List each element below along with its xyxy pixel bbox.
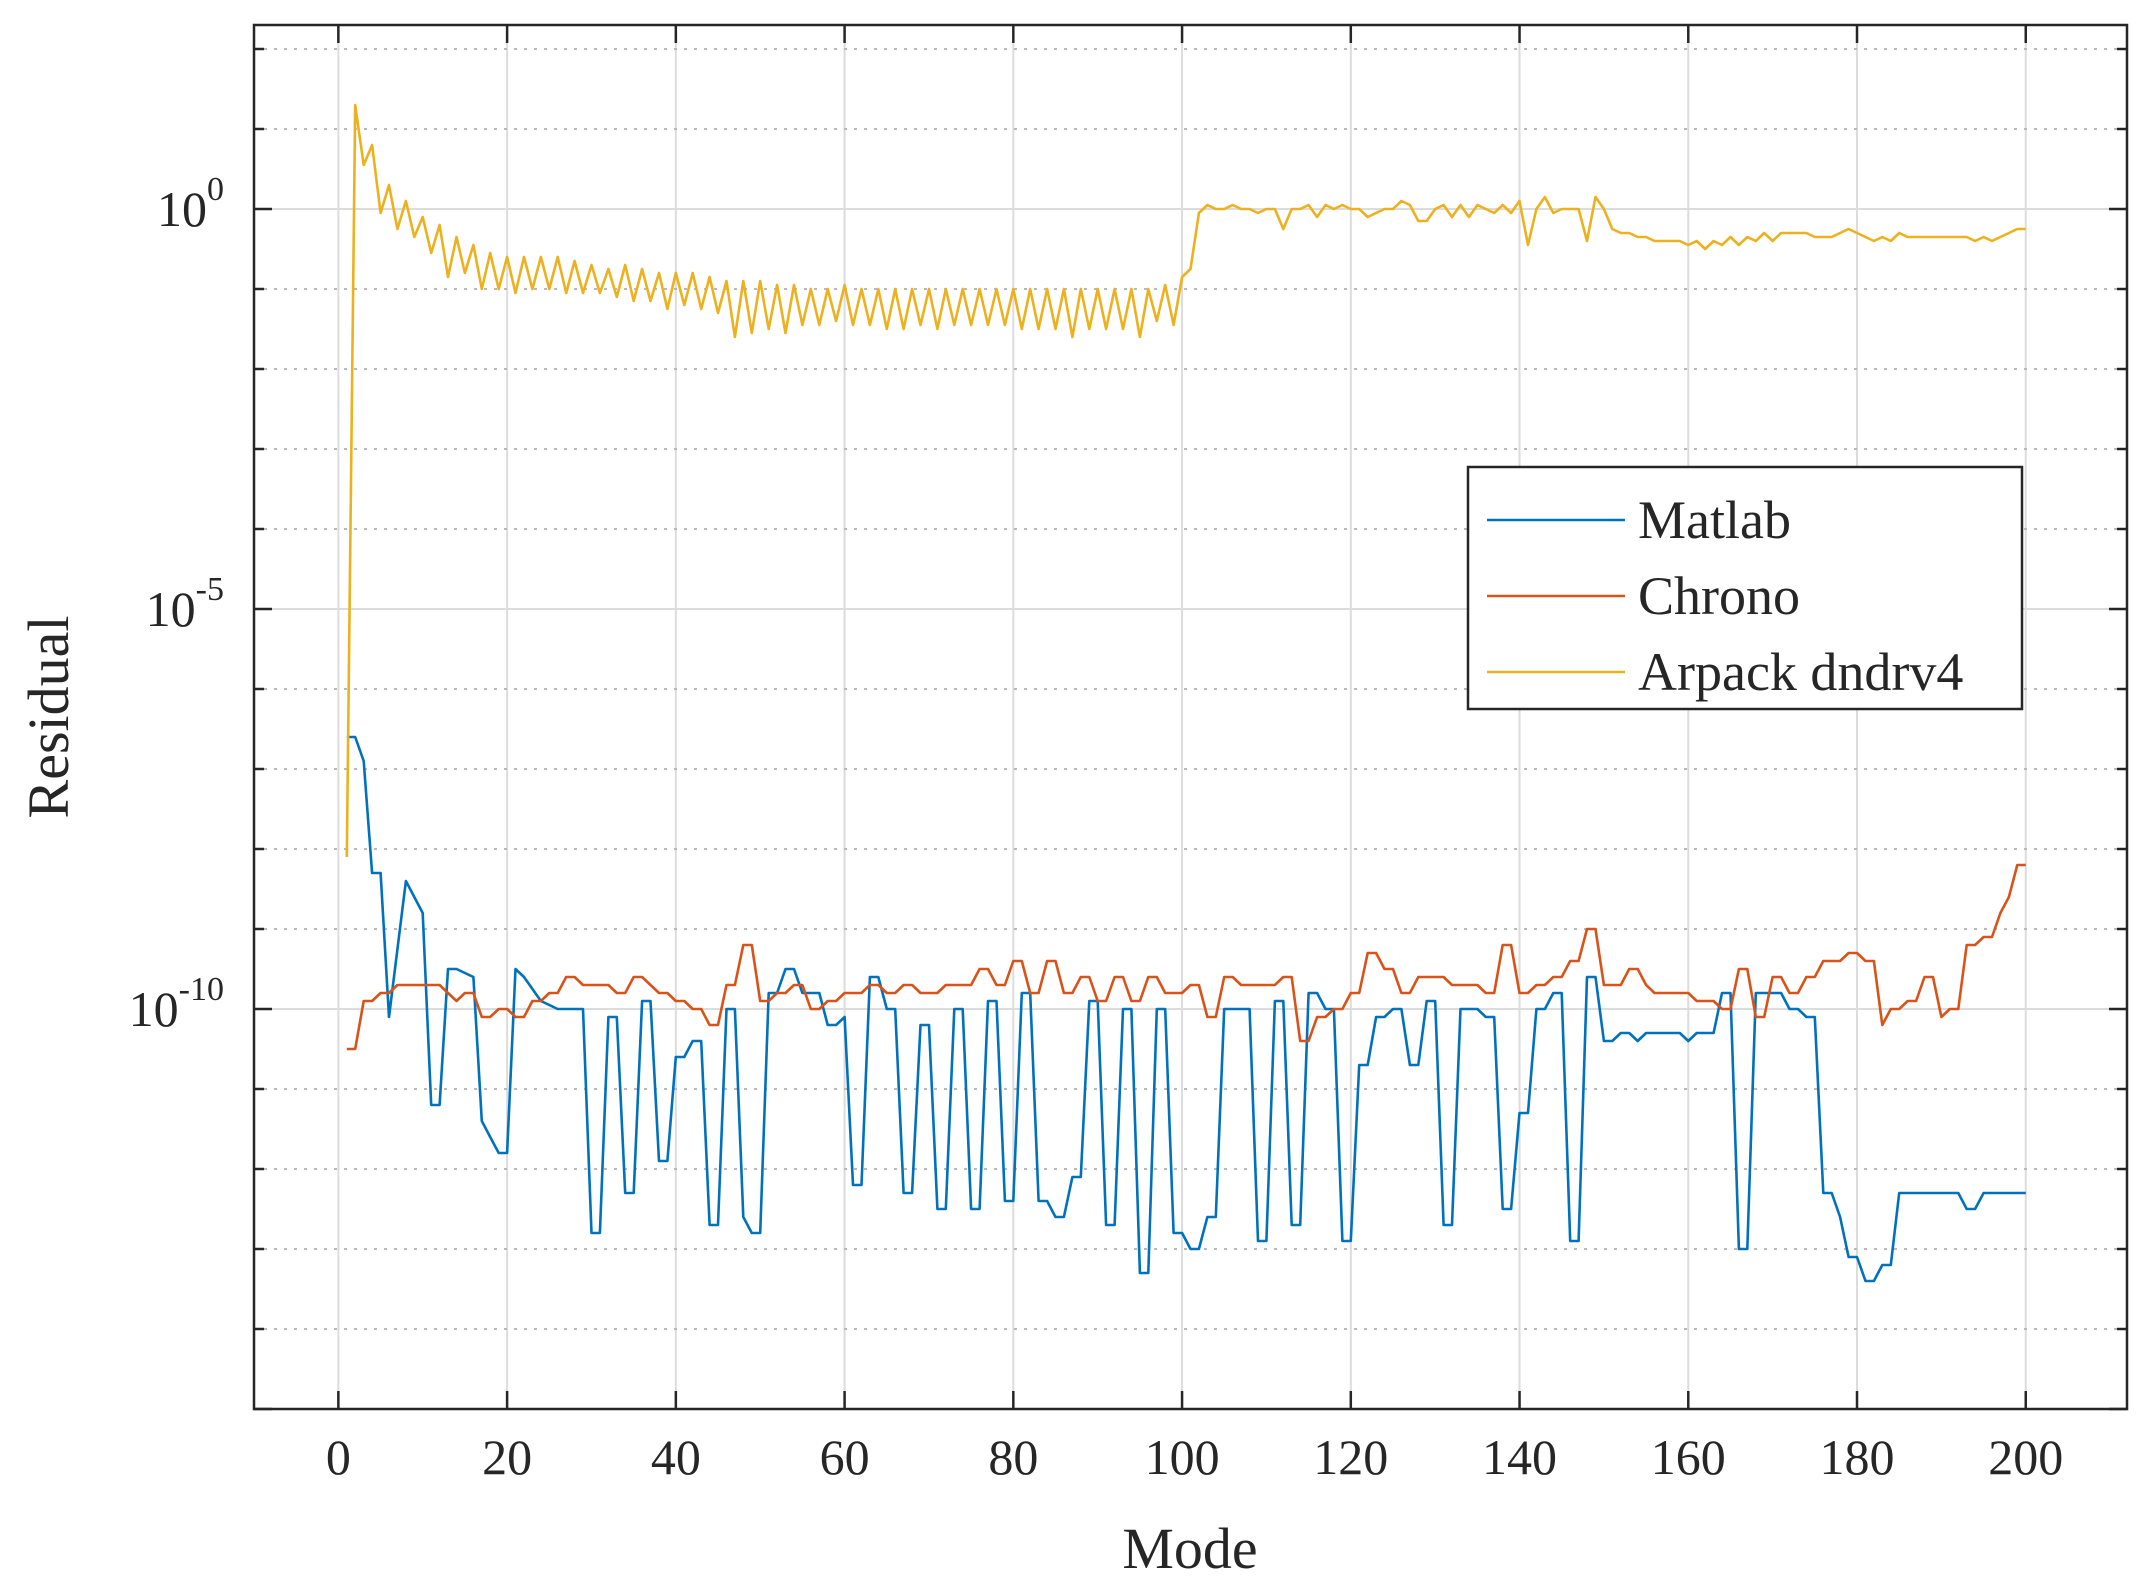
y-tick-label: 10-10 — [129, 971, 224, 1037]
legend-label: Matlab — [1638, 490, 1791, 550]
series-line-matlab — [346, 735, 2026, 1283]
x-tick-label: 200 — [1988, 1429, 2063, 1485]
x-tick-label: 100 — [1145, 1429, 1220, 1485]
series-line-chrono — [346, 863, 2026, 1051]
x-tick-label: 180 — [1820, 1429, 1895, 1485]
y-tick-exponent: 0 — [207, 171, 224, 208]
legend-label: Arpack dndrv4 — [1638, 642, 1963, 702]
y-tick-exponent: -10 — [179, 971, 224, 1008]
x-tick-label: 140 — [1482, 1429, 1557, 1485]
x-tick-label: 60 — [820, 1429, 870, 1485]
y-axis-label: Residual — [16, 616, 81, 819]
y-tick-base: 10 — [157, 181, 207, 237]
series-line-arpack-dndrv4 — [345, 103, 2026, 858]
x-axis-label: Mode — [1122, 1516, 1257, 1581]
x-tick-labels: 0 20 40 60 80 100 120 140 160 180 200 — [326, 1429, 2063, 1485]
axes-box — [252, 23, 2129, 1411]
x-tick-label: 0 — [326, 1429, 351, 1485]
x-tick-label: 20 — [482, 1429, 532, 1485]
y-tick-label: 100 — [157, 171, 224, 237]
legend: Matlab Chrono Arpack dndrv4 — [1466, 465, 2024, 711]
y-tick-exponent: -5 — [196, 571, 224, 608]
y-tick-label: 10-5 — [146, 571, 224, 637]
x-tick-label: 160 — [1651, 1429, 1726, 1485]
legend-label: Chrono — [1638, 566, 1800, 626]
y-tick-base: 10 — [146, 581, 196, 637]
legend-box — [1466, 465, 2024, 711]
axis-ticks — [254, 25, 2127, 1411]
x-tick-label: 120 — [1313, 1429, 1388, 1485]
y-tick-base: 10 — [129, 981, 179, 1037]
x-tick-label: 40 — [651, 1429, 701, 1485]
data-series — [345, 103, 2026, 1283]
x-tick-label: 80 — [988, 1429, 1038, 1485]
